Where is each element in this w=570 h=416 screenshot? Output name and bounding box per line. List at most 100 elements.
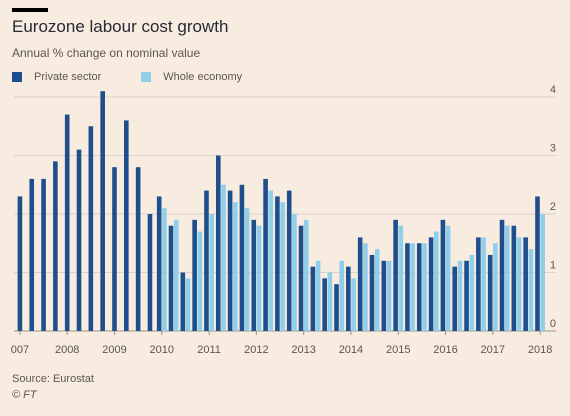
bar-whole	[374, 249, 380, 331]
legend-item-private: Private sector	[12, 71, 101, 83]
bar-private	[215, 155, 221, 331]
x-tick-label: 2017	[481, 344, 505, 356]
x-tick-label: 2012	[244, 344, 268, 356]
bar-private	[535, 196, 540, 331]
bar-private	[286, 190, 292, 331]
bar-private	[147, 214, 153, 331]
legend-item-whole: Whole economy	[141, 71, 242, 83]
bar-private	[204, 190, 209, 331]
bar-private	[416, 243, 422, 331]
x-tick-label: 2008	[55, 344, 79, 356]
bar-private	[156, 196, 162, 331]
ft-top-rule	[12, 8, 48, 12]
bar-private	[346, 266, 351, 331]
bar-private	[251, 219, 257, 331]
bar-whole	[221, 184, 226, 331]
x-tick-label: 2011	[197, 344, 221, 356]
bar-private	[64, 114, 70, 331]
chart-title: Eurozone labour cost growth	[12, 17, 229, 36]
bar-private	[487, 254, 493, 331]
bar-whole	[410, 243, 415, 331]
bar-whole	[493, 243, 498, 331]
x-tick-label: 2015	[386, 344, 410, 356]
bar-whole	[268, 190, 274, 331]
y-tick-label: 3	[550, 143, 556, 155]
bar-private	[112, 167, 117, 331]
bar-private	[405, 243, 410, 331]
bar-private	[192, 219, 197, 331]
bar-private	[227, 190, 233, 331]
bar-whole	[162, 208, 167, 331]
bar-private	[476, 237, 481, 331]
bar-whole	[386, 260, 392, 331]
bar-whole	[445, 225, 451, 331]
bar-private	[100, 91, 105, 332]
bar-private	[239, 184, 245, 331]
bar-private	[41, 178, 46, 331]
legend: Private sector Whole economy	[12, 71, 282, 83]
bar-whole	[528, 249, 534, 331]
x-tick-label: 2014	[339, 344, 363, 356]
bar-whole	[209, 214, 214, 331]
x-tick-label: 2013	[291, 344, 315, 356]
bar-whole	[457, 260, 463, 331]
bar-private	[124, 120, 129, 332]
bar-private	[168, 225, 174, 331]
source-note: Source: Eurostat	[12, 373, 94, 385]
legend-label-whole: Whole economy	[163, 71, 243, 83]
x-tick-label: 2016	[433, 344, 457, 356]
x-tick-label: 007	[11, 344, 29, 356]
bar-private	[298, 225, 304, 331]
x-tick-label: 2018	[528, 344, 552, 356]
bar-whole	[173, 219, 179, 331]
bar-whole	[327, 272, 333, 331]
bar-private	[369, 254, 375, 331]
bar-whole	[280, 202, 285, 331]
x-tick-label: 2009	[102, 344, 126, 356]
bar-private	[428, 237, 434, 331]
legend-swatch-whole	[141, 72, 152, 82]
legend-label-private: Private sector	[34, 71, 102, 83]
chart-subtitle: Annual % change on nominal value	[12, 46, 201, 60]
bar-private	[310, 266, 316, 331]
bar-whole	[292, 214, 297, 331]
y-tick-label: 0	[550, 318, 556, 330]
bar-private	[464, 260, 469, 331]
y-tick-label: 1	[550, 260, 556, 272]
bar-private	[511, 225, 517, 331]
bar-whole	[540, 214, 545, 331]
bar-whole	[315, 260, 321, 331]
bar-private	[135, 167, 141, 331]
bar-private	[17, 196, 23, 331]
bar-private	[322, 278, 327, 331]
x-tick-label: 2010	[150, 344, 174, 356]
bar-whole	[398, 225, 404, 331]
bar-private	[263, 178, 268, 331]
y-tick-label: 2	[550, 201, 556, 213]
bar-private	[393, 219, 398, 331]
bar-private	[499, 219, 505, 331]
bar-whole	[256, 225, 262, 331]
bar-whole	[516, 237, 522, 331]
bar-whole	[422, 243, 427, 331]
bar-private	[440, 219, 446, 331]
bar-whole	[504, 225, 510, 331]
bar-whole	[433, 231, 439, 331]
credit-note: © FT	[12, 389, 37, 401]
bar-private	[452, 266, 458, 331]
bar-private	[180, 272, 186, 331]
bar-whole	[197, 231, 203, 331]
bar-private	[29, 178, 35, 331]
bar-whole	[351, 278, 356, 331]
bar-whole	[185, 278, 191, 331]
bar-private	[88, 126, 94, 331]
legend-swatch-private	[12, 72, 22, 82]
bar-whole	[339, 260, 345, 331]
bar-private	[53, 161, 58, 331]
bar-private	[381, 260, 387, 331]
bar-whole	[233, 202, 238, 331]
bar-private	[275, 196, 280, 331]
bar-private	[523, 237, 528, 331]
bar-whole	[303, 219, 309, 331]
